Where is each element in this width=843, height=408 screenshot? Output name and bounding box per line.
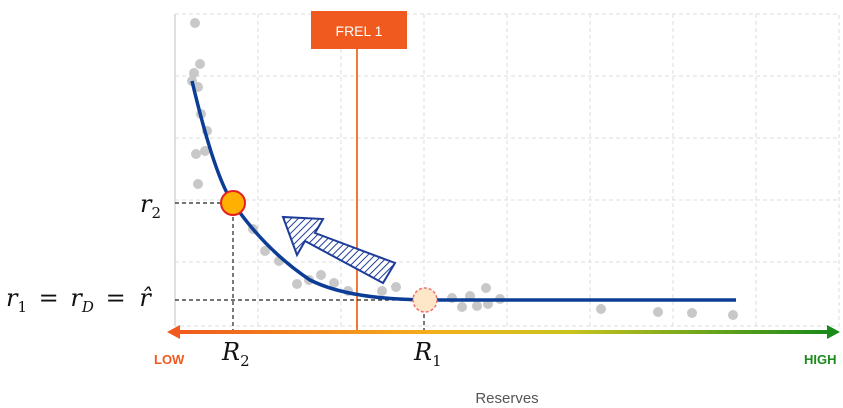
x-axis-title: Reserves [475,390,538,407]
R2-label: R2 [221,338,250,370]
x-axis [167,325,840,339]
scatter-points [187,18,738,320]
r2-label: r2 [140,190,161,222]
scatter-point [457,302,467,312]
scatter-point [472,301,482,311]
axis-arrow-right [827,325,840,339]
scatter-point [189,68,199,78]
r1-equation-label: r1 = rD = r̂ [6,284,152,318]
low-label: LOW [154,352,185,367]
scatter-point [687,308,697,318]
frel-box [311,11,407,49]
point-r2 [220,190,246,216]
frel-label: FREL 1 [336,23,383,39]
scatter-point [316,270,326,280]
scatter-point [292,279,302,289]
R1-label: R1 [413,338,442,370]
scatter-point [481,283,491,293]
scatter-point [191,149,201,159]
scatter-point [377,286,387,296]
scatter-point [391,282,401,292]
response-curve [190,80,736,302]
point-r1 [412,287,438,313]
scatter-point [653,307,663,317]
guide-lines [175,202,425,332]
direction-arrow [281,215,397,285]
axis-arrow-left [167,325,180,339]
scatter-point [193,179,203,189]
high-label: HIGH [804,352,837,367]
scatter-point [728,310,738,320]
grid [174,13,840,327]
scatter-point [329,278,339,288]
scatter-point [195,59,205,69]
scatter-point [190,18,200,28]
scatter-point [260,246,270,256]
scatter-point [200,146,210,156]
scatter-point [596,304,606,314]
